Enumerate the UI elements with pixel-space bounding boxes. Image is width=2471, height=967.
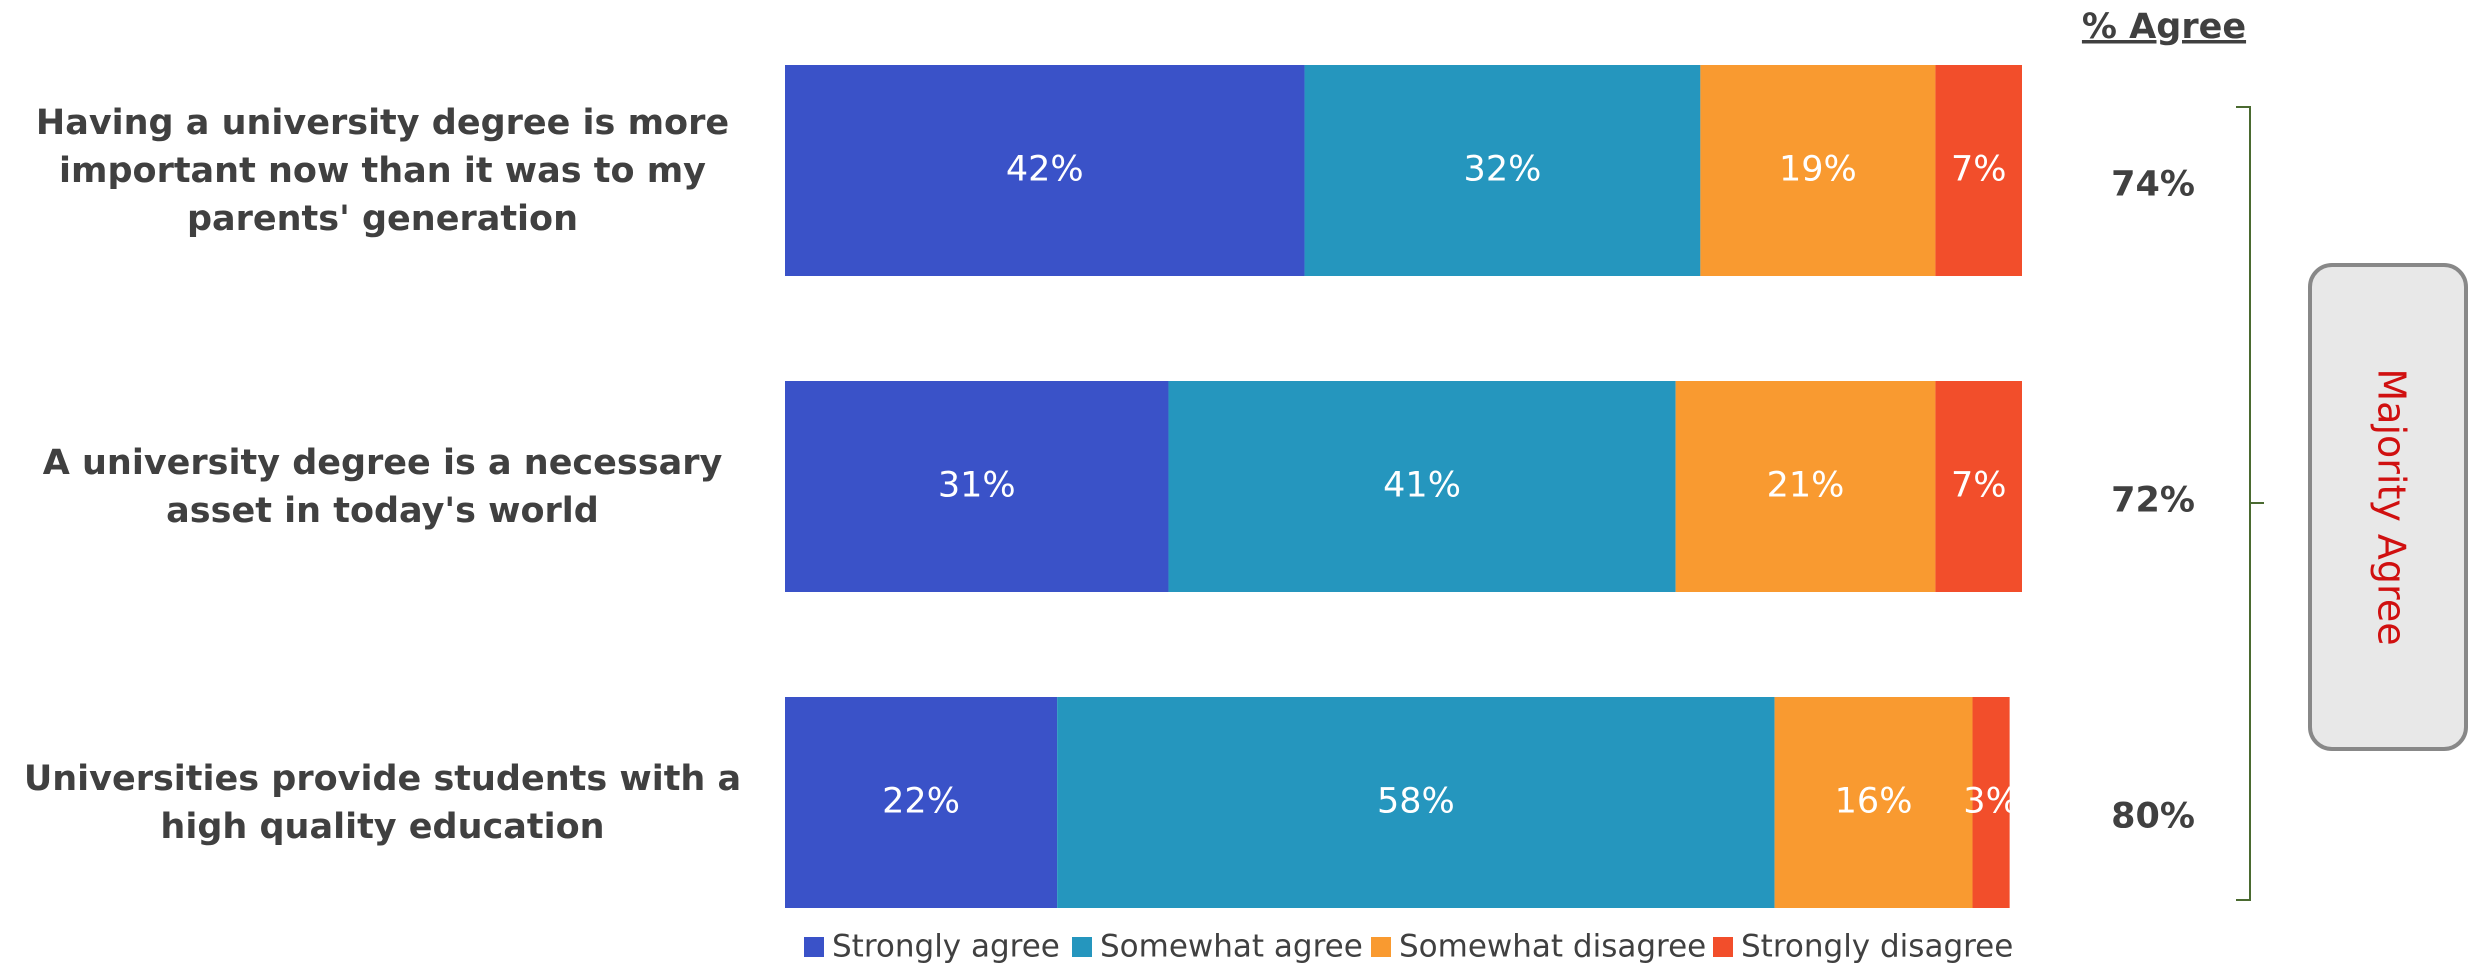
category-label: A university degree is a necessary asset…: [42, 442, 723, 531]
value-label: 19%: [1779, 150, 1857, 190]
agree-value: 74%: [2111, 165, 2195, 205]
agree-header: % Agree: [2082, 7, 2246, 47]
value-label: 16%: [1835, 782, 1913, 822]
value-label: 21%: [1767, 466, 1845, 506]
agree-value: 72%: [2111, 481, 2195, 521]
value-label: 58%: [1377, 782, 1455, 822]
category-label: Having a university degree is more impor…: [35, 102, 730, 239]
bar-segment: [1168, 381, 1676, 592]
legend-label: Somewhat agree: [1100, 929, 1363, 965]
value-label: 31%: [938, 466, 1016, 506]
annotation: Majority Agree: [2370, 368, 2414, 645]
legend-label: Strongly disagree: [1741, 929, 2013, 965]
bar-segment: [785, 65, 1305, 276]
legend-swatch: [1713, 937, 1733, 957]
legend-label: Strongly agree: [832, 929, 1060, 965]
value-label: 22%: [882, 782, 960, 822]
legend-label: Somewhat disagree: [1399, 929, 1706, 965]
agree-value: 80%: [2111, 797, 2195, 837]
value-label: 32%: [1464, 150, 1542, 190]
bar-segment: [1935, 381, 2022, 592]
bar-segment: [1700, 65, 1936, 276]
annotation-box: [2308, 263, 2468, 751]
category-label: Universities provide students with a hig…: [23, 758, 742, 847]
bar-segment: [1935, 65, 2022, 276]
bar-segment: [1774, 697, 1973, 908]
legend-swatch: [804, 937, 824, 957]
bar-segment: [1304, 65, 1701, 276]
value-label: 42%: [1006, 150, 1084, 190]
bar-segment: [1057, 697, 1775, 908]
bracket: [2236, 106, 2264, 901]
bar-segment: [785, 697, 1058, 908]
bar-segment: [785, 381, 1169, 592]
value-label: 3%: [1963, 782, 2019, 822]
bar-segment: [1972, 697, 2010, 908]
legend-swatch: [1072, 937, 1092, 957]
value-label: 41%: [1383, 466, 1461, 506]
value-label: 7%: [1951, 150, 2007, 190]
legend-swatch: [1371, 937, 1391, 957]
value-label: 7%: [1951, 466, 2007, 506]
bar-segment: [1675, 381, 1936, 592]
